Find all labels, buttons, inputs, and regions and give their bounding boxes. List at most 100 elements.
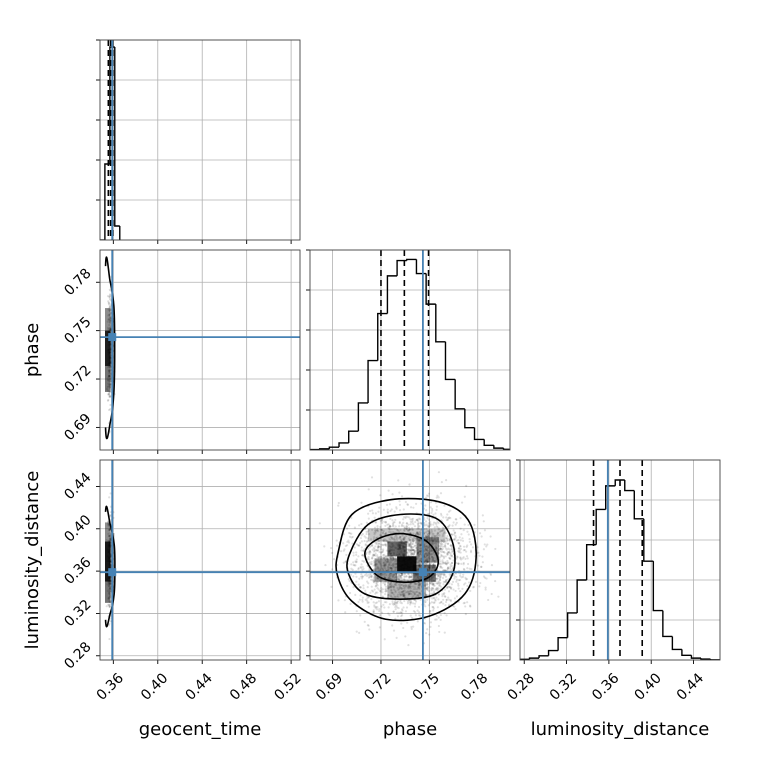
sample-point [430, 541, 433, 545]
sample-point [409, 592, 412, 595]
sample-point [430, 537, 433, 540]
sample-point [398, 573, 401, 577]
sample-point [424, 496, 428, 499]
sample-point [418, 581, 421, 584]
sample-point [108, 321, 111, 324]
sample-point [367, 547, 370, 550]
sample-point [487, 598, 490, 602]
sample-point [459, 551, 462, 554]
sample-point [431, 540, 434, 543]
sample-point [376, 528, 379, 532]
sample-point [360, 566, 363, 570]
sample-point [389, 517, 392, 520]
sample-point [371, 557, 374, 560]
histogram-bar-phase [406, 258, 417, 261]
sample-point [457, 542, 461, 545]
sample-point [453, 577, 456, 580]
sample-point [392, 565, 395, 568]
sample-point [411, 549, 415, 552]
sample-point [424, 547, 427, 551]
sample-point [353, 526, 357, 529]
sample-point [441, 595, 444, 598]
sample-point [404, 635, 407, 638]
sample-point [427, 552, 430, 555]
sample-point [404, 591, 408, 594]
sample-point [391, 519, 394, 522]
sample-point [382, 565, 386, 568]
sample-point [447, 542, 450, 545]
sample-point [391, 531, 395, 534]
sample-point [396, 593, 400, 596]
sample-point [450, 564, 453, 568]
sample-point [482, 520, 485, 523]
sample-point [376, 577, 379, 580]
sample-point [459, 556, 462, 559]
sample-point [108, 288, 111, 291]
sample-point [384, 567, 387, 570]
sample-point [417, 527, 421, 531]
sample-point [478, 554, 481, 557]
sample-point [451, 580, 455, 583]
sample-point [444, 531, 447, 535]
sample-point [389, 572, 392, 575]
sample-point [424, 562, 428, 565]
sample-point [393, 583, 396, 586]
sample-point [435, 596, 438, 599]
sample-point [419, 518, 422, 521]
sample-point [415, 594, 419, 597]
sample-point [344, 544, 347, 548]
sample-point [107, 300, 110, 303]
sample-point [409, 583, 412, 586]
sample-point [383, 606, 386, 609]
sample-point [438, 574, 441, 577]
sample-point [382, 539, 385, 542]
sample-point [397, 577, 400, 580]
sample-point [398, 525, 401, 528]
sample-point [423, 524, 426, 527]
sample-point [415, 518, 418, 522]
histogram-bar-luminosity-distance [671, 636, 682, 651]
contour-line [335, 497, 477, 622]
sample-point [376, 591, 379, 594]
sample-point [441, 526, 444, 529]
sample-point [390, 556, 393, 559]
sample-point [108, 408, 111, 412]
histogram-bar-phase [357, 402, 369, 432]
sample-point [107, 392, 111, 395]
sample-point [415, 537, 418, 540]
sample-point [384, 585, 388, 588]
sample-point [458, 549, 461, 552]
sample-point [434, 588, 437, 591]
sample-point [444, 561, 447, 564]
sample-point [352, 551, 355, 554]
sample-point [379, 563, 382, 566]
sample-point [424, 560, 427, 563]
sample-point [367, 605, 370, 608]
sample-point [441, 539, 444, 543]
sample-point [397, 537, 401, 540]
sample-point [377, 545, 380, 548]
sample-point [389, 586, 392, 589]
sample-point [389, 582, 392, 585]
sample-point [376, 587, 379, 590]
sample-point [414, 541, 417, 545]
sample-point [426, 533, 429, 537]
sample-point [417, 532, 420, 535]
sample-point [377, 545, 380, 548]
sample-point [438, 540, 441, 544]
sample-point [426, 587, 429, 590]
sample-point [431, 507, 434, 511]
sample-point [435, 573, 439, 576]
sample-point [461, 587, 464, 590]
sample-point [412, 552, 415, 555]
sample-point [401, 539, 404, 542]
sample-point [469, 551, 473, 554]
sample-point [440, 542, 443, 545]
truth-marker [418, 568, 427, 577]
sample-point [108, 539, 111, 542]
sample-point [374, 602, 377, 605]
sample-point [404, 528, 408, 531]
sample-point [425, 535, 428, 538]
sample-point [437, 624, 440, 628]
sample-point [418, 553, 422, 556]
